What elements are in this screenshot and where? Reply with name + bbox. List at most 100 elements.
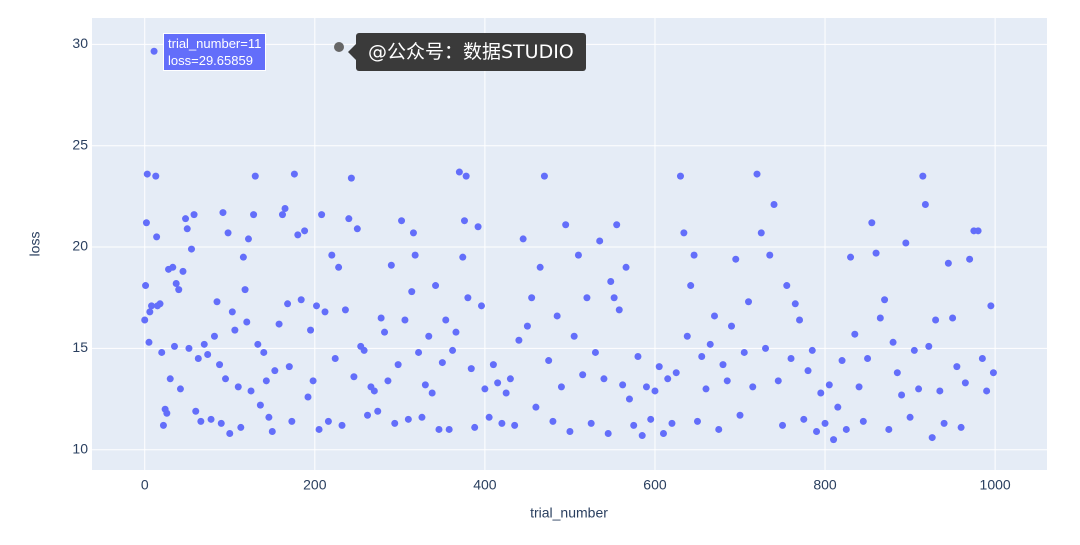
point: [290, 170, 298, 178]
point: [757, 229, 765, 237]
point: [740, 348, 748, 356]
point: [557, 383, 565, 391]
point: [596, 237, 604, 245]
point: [455, 168, 463, 176]
point: [498, 419, 506, 427]
hover-x: trial_number=11: [168, 36, 262, 51]
point: [142, 282, 150, 290]
point: [885, 425, 893, 433]
point: [377, 314, 385, 322]
point: [723, 377, 731, 385]
point: [432, 282, 440, 290]
point: [404, 415, 412, 423]
point: [502, 389, 510, 397]
point: [331, 355, 339, 363]
point: [676, 172, 684, 180]
point: [408, 288, 416, 296]
point: [610, 294, 618, 302]
point: [791, 300, 799, 308]
point: [687, 282, 695, 290]
point: [928, 434, 936, 442]
hover-y: loss=29.65859: [168, 53, 253, 68]
y-tick-label: 30: [72, 35, 88, 51]
point: [364, 411, 372, 419]
point: [619, 381, 627, 389]
point: [175, 286, 183, 294]
point: [532, 403, 540, 411]
point: [275, 320, 283, 328]
y-tick-label: 10: [72, 440, 88, 456]
point: [153, 233, 161, 241]
point: [680, 229, 688, 237]
point: [415, 348, 423, 356]
point: [262, 377, 270, 385]
y-axis-title: loss: [27, 232, 43, 257]
point: [528, 294, 536, 302]
point: [936, 387, 944, 395]
point: [328, 251, 336, 259]
point: [459, 253, 467, 261]
point: [474, 223, 482, 231]
point: [804, 367, 812, 375]
point: [983, 387, 991, 395]
point: [204, 350, 212, 358]
point: [634, 352, 642, 360]
point: [452, 328, 460, 336]
point: [710, 312, 718, 320]
point: [978, 355, 986, 363]
y-tick-label: 25: [72, 136, 88, 152]
point: [321, 308, 329, 316]
point: [315, 425, 323, 433]
point: [418, 413, 426, 421]
point: [360, 346, 368, 354]
point: [467, 365, 475, 373]
point: [381, 328, 389, 336]
point: [169, 263, 177, 271]
point: [940, 419, 948, 427]
point: [250, 211, 258, 219]
point: [294, 231, 302, 239]
point: [847, 253, 855, 261]
x-tick-label: 800: [813, 477, 837, 493]
point: [770, 200, 778, 208]
point: [192, 407, 200, 415]
point: [226, 430, 234, 438]
point: [187, 245, 195, 253]
point: [774, 377, 782, 385]
point: [566, 427, 574, 435]
point: [655, 363, 663, 371]
point: [318, 211, 326, 219]
point: [374, 407, 382, 415]
point: [197, 417, 205, 425]
point: [142, 219, 150, 227]
point: [625, 395, 633, 403]
point: [347, 174, 355, 182]
point: [668, 419, 676, 427]
point: [851, 330, 859, 338]
point: [961, 379, 969, 387]
point: [813, 427, 821, 435]
point: [477, 302, 485, 310]
point: [915, 385, 923, 393]
point: [647, 415, 655, 423]
point: [285, 363, 293, 371]
hover-label: trial_number=11 loss=29.65859: [163, 33, 267, 71]
point: [989, 369, 997, 377]
point: [889, 338, 897, 346]
point: [706, 340, 714, 348]
x-tick-label: 1000: [980, 477, 1011, 493]
point: [438, 359, 446, 367]
point: [421, 381, 429, 389]
point: [562, 221, 570, 229]
point: [398, 217, 406, 225]
point: [464, 294, 472, 302]
point: [953, 363, 961, 371]
point: [158, 348, 166, 356]
point: [898, 391, 906, 399]
point: [642, 383, 650, 391]
point: [489, 361, 497, 369]
point: [787, 355, 795, 363]
point: [313, 302, 321, 310]
watermark: @公众号：数据STUDIO: [348, 33, 586, 71]
point: [244, 235, 252, 243]
